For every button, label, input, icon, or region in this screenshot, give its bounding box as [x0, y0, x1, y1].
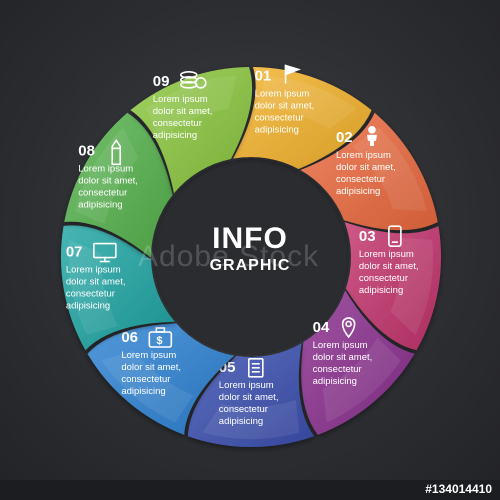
segment-text-line: consectetur: [66, 289, 115, 300]
segment-gloss: [101, 350, 194, 423]
segment-text-line: dolor sit amet,: [255, 101, 315, 112]
segment-text-line: dolor sit amet,: [219, 392, 279, 403]
svg-text:$: $: [156, 335, 162, 347]
segment-gloss: [69, 239, 118, 336]
center-disc: [153, 159, 349, 355]
segment-text-line: adipisicing: [255, 125, 299, 136]
segment-gloss: [74, 127, 139, 225]
stock-id: #134014410: [425, 482, 492, 496]
segment-number: 01: [255, 68, 272, 85]
segment-number: 04: [313, 319, 330, 336]
segment-text-line: adipisicing: [336, 186, 380, 197]
segment-number: 03: [359, 228, 376, 245]
watermark-text: Adobe Stock: [138, 240, 320, 273]
segment-text-line: dolor sit amet,: [78, 175, 138, 186]
segment-text-line: adipisicing: [153, 130, 197, 141]
segment-text-line: dolor sit amet,: [336, 162, 396, 173]
segment-text-line: consectetur: [336, 174, 385, 185]
segment-text-line: adipisicing: [219, 416, 263, 427]
segment-text-line: consectetur: [359, 273, 408, 284]
segment-shape: [87, 323, 235, 435]
segment-number: 02: [336, 129, 353, 146]
person-icon: [366, 126, 377, 146]
flag-icon: [284, 64, 302, 84]
segment-shape: [300, 112, 438, 231]
segment-text-line: consectetur: [255, 113, 304, 124]
map-pin-icon: [341, 317, 356, 339]
monitor-icon: [93, 242, 117, 263]
segment-text-line: dolor sit amet,: [121, 362, 181, 373]
segment-text-line: dolor sit amet,: [66, 277, 126, 288]
segment-text-line: adipisicing: [66, 301, 110, 312]
bottom-band: [0, 480, 500, 500]
segment-text-line: Lorem ipsum: [359, 249, 414, 260]
segment-text-line: Lorem ipsum: [313, 340, 368, 351]
segment-number: 06: [121, 329, 138, 346]
segment-gloss: [145, 75, 237, 138]
segment-text-line: Lorem ipsum: [153, 94, 208, 105]
segment-text-line: dolor sit amet,: [313, 352, 373, 363]
segment-number: 09: [153, 73, 170, 90]
briefcase-dollar-icon: $: [148, 327, 173, 348]
segment-gloss: [390, 237, 433, 336]
segment-number: 07: [66, 244, 83, 261]
title-graphic: GRAPHIC: [209, 257, 291, 274]
segment-gloss: [202, 400, 300, 440]
title-info: INFO: [212, 222, 288, 255]
segment-text-line: consectetur: [78, 187, 127, 198]
segment-text-line: Lorem ipsum: [336, 150, 391, 161]
segment-text-line: Lorem ipsum: [219, 380, 274, 391]
segment-text-line: consectetur: [121, 374, 170, 385]
segment-text-line: dolor sit amet,: [359, 261, 419, 272]
segment-gloss: [352, 127, 428, 212]
segment-shape: [60, 225, 175, 351]
segment-text-line: adipisicing: [78, 199, 122, 210]
segment-gloss: [257, 75, 357, 129]
segment-text-line: Lorem ipsum: [255, 89, 310, 100]
segment-shape: [64, 112, 173, 258]
segment-text-line: Lorem ipsum: [66, 265, 121, 276]
segment-text-line: consectetur: [313, 364, 362, 375]
coins-icon: [179, 71, 207, 89]
segment-shape: [232, 67, 372, 170]
pencil-icon: [111, 138, 122, 166]
segment-shape: [187, 343, 315, 447]
smartphone-icon: [388, 225, 402, 247]
segment-gloss: [322, 337, 401, 423]
segment-text-line: adipisicing: [313, 376, 357, 387]
segment-text-line: dolor sit amet,: [153, 106, 213, 117]
notepad-icon: [247, 357, 264, 378]
segment-text-line: adipisicing: [359, 285, 403, 296]
segment-text-line: Lorem ipsum: [121, 350, 176, 361]
segment-shape: [344, 222, 441, 351]
segment-number: 08: [78, 142, 95, 159]
segment-shape: [130, 67, 253, 194]
segment-text-line: consectetur: [219, 404, 268, 415]
segment-shape: [301, 290, 415, 435]
segment-text-line: Lorem ipsum: [78, 163, 133, 174]
segment-text-line: consectetur: [153, 118, 202, 129]
segment-text-line: adipisicing: [121, 386, 165, 397]
